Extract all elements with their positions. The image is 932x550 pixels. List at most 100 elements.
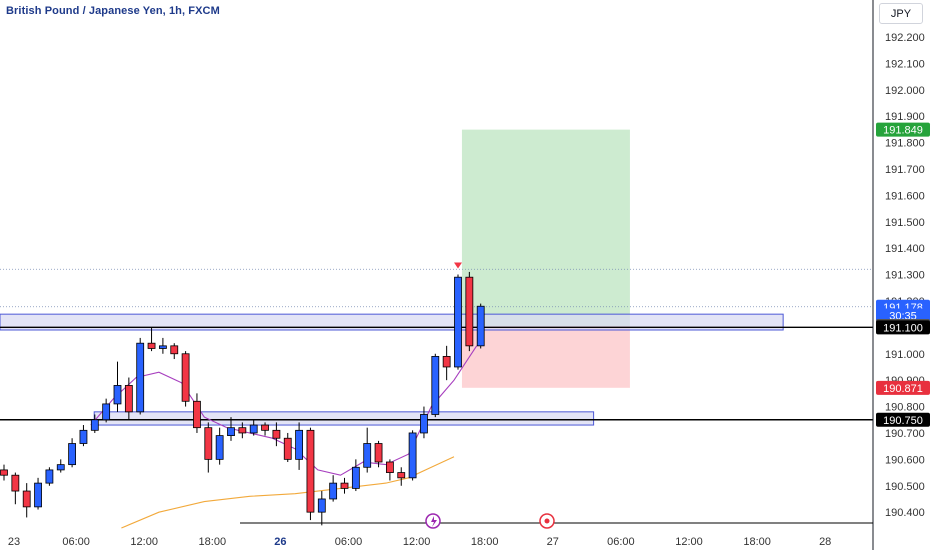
time-tick-label: 18:00 <box>471 536 499 548</box>
candle-20 <box>227 417 235 441</box>
price-label-bg <box>876 122 930 137</box>
horizontal-levels <box>0 268 873 421</box>
candle-body <box>283 437 292 460</box>
time-tick-label: 27 <box>547 536 559 548</box>
price-tick-label: 192.200 <box>885 32 925 44</box>
candle-36 <box>408 430 417 481</box>
currency-selector[interactable]: JPY <box>879 3 923 24</box>
candle-body <box>22 490 31 508</box>
candle-body <box>227 427 235 436</box>
candle-body <box>465 276 474 347</box>
candle-body <box>306 429 315 513</box>
time-tick-label: 12:00 <box>675 536 703 548</box>
candle-body <box>68 443 76 466</box>
candle-9 <box>102 398 111 423</box>
price-tick-label: 191.400 <box>885 243 925 255</box>
price-label-text: 190.871 <box>883 383 923 395</box>
price-label-text: 191.100 <box>883 322 923 334</box>
candle-29 <box>329 475 338 502</box>
candle-body <box>385 461 394 473</box>
price-tick-label: 190.600 <box>885 454 925 466</box>
candle-body <box>136 342 145 413</box>
candle-26 <box>295 422 304 470</box>
candle-3 <box>34 477 42 510</box>
candle-body <box>295 429 304 460</box>
candle-body <box>102 403 111 421</box>
candle-body <box>420 414 428 434</box>
candle-body <box>11 474 20 492</box>
candle-body <box>317 498 326 513</box>
ema-long-line <box>121 456 455 529</box>
price-label-text: 190.750 <box>883 415 923 427</box>
symbol-title[interactable]: British Pound / Japanese Yen, 1h, FXCM <box>6 5 220 17</box>
candle-8 <box>90 414 99 433</box>
time-tick-label: 26 <box>274 536 286 548</box>
candle-31 <box>351 459 360 492</box>
candle-body <box>272 429 281 439</box>
time-tick-label: 12:00 <box>403 536 431 548</box>
record-icon <box>539 513 555 529</box>
candle-body <box>249 424 258 434</box>
candle-34 <box>385 459 394 481</box>
ema-short-line <box>90 345 478 476</box>
record-icon-dot <box>544 518 550 524</box>
price-label: 191.100 <box>876 320 930 335</box>
price-label-bg <box>876 320 930 335</box>
candle-27 <box>306 427 315 521</box>
price-tick-label: 191.300 <box>885 270 925 282</box>
candle-body <box>238 427 247 434</box>
candle-body <box>397 472 406 479</box>
candle-2 <box>22 483 31 518</box>
time-axis[interactable]: 23 06:00 12:00 18:00 26 06:00 12:00 18:00 27 06:0… <box>8 522 873 548</box>
price-tick-label: 191.600 <box>885 190 925 202</box>
candle-42 <box>476 303 485 349</box>
price-label: 190.871 <box>876 380 930 395</box>
time-tick-label: 28 <box>819 536 831 548</box>
time-tick-label: 23 <box>8 536 20 548</box>
moving-averages <box>90 345 478 529</box>
candle-30 <box>340 477 349 494</box>
price-label: 190.750 <box>876 412 930 427</box>
price-labels: 191.849191.17830:35191.105191.100190.871… <box>876 122 930 427</box>
candle-15 <box>170 343 179 360</box>
candle-body <box>408 432 417 479</box>
candle-body <box>45 469 54 484</box>
candle-body <box>0 469 8 476</box>
price-label: 191.849 <box>876 122 930 137</box>
price-tick-label: 190.800 <box>885 402 925 414</box>
candle-10 <box>113 361 122 412</box>
candle-22 <box>249 419 258 436</box>
candle-12 <box>136 337 145 415</box>
price-tick-label: 190.500 <box>885 481 925 493</box>
candle-body <box>215 435 224 460</box>
take-profit-zone <box>461 129 630 327</box>
candle-6 <box>68 438 76 468</box>
candle-body <box>454 276 462 368</box>
candle-25 <box>283 432 292 462</box>
price-tick-label: 191.700 <box>885 164 925 176</box>
candle-body <box>170 345 179 355</box>
trade-zones <box>461 129 630 388</box>
candle-21 <box>238 422 247 439</box>
price-label-bg <box>876 412 930 427</box>
candle-body <box>158 345 167 349</box>
candle-body <box>181 353 190 402</box>
candle-body <box>204 427 213 460</box>
candle-7 <box>79 425 88 447</box>
signal-arrow-icon <box>454 262 462 269</box>
candle-body <box>124 385 133 413</box>
candle-11 <box>124 377 133 420</box>
price-tick-label: 192.100 <box>885 58 925 70</box>
lightning-icon <box>425 513 441 529</box>
candle-body <box>34 482 42 508</box>
stop-loss-zone <box>461 326 630 388</box>
candle-body <box>261 424 269 431</box>
time-tick-label: 12:00 <box>130 536 158 548</box>
price-zone-1 <box>93 411 595 426</box>
time-tick-label: 06:00 <box>62 536 90 548</box>
price-tick-label: 191.900 <box>885 111 925 123</box>
price-axis[interactable]: 190.400190.500190.600190.700190.800190.9… <box>872 0 925 550</box>
event-markers <box>425 513 555 529</box>
